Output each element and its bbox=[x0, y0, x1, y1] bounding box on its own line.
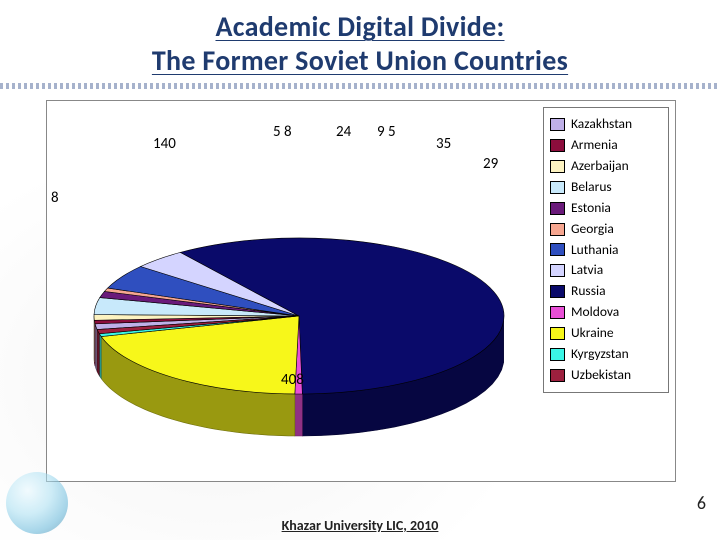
legend-label: Armenia bbox=[571, 135, 618, 156]
page-title: Academic Digital Divide: The Former Sovi… bbox=[0, 0, 720, 77]
value-label: 5 8 bbox=[273, 123, 292, 141]
value-label: 9 5 bbox=[377, 123, 396, 141]
legend-swatch bbox=[550, 369, 565, 382]
title-line-1: Academic Digital Divide: bbox=[215, 9, 504, 44]
legend-swatch bbox=[550, 306, 565, 319]
legend-swatch bbox=[550, 327, 565, 340]
legend-swatch bbox=[550, 181, 565, 194]
legend-label: Latvia bbox=[571, 260, 603, 281]
legend-item: Ukraine bbox=[550, 323, 662, 344]
value-label: 140 bbox=[153, 135, 176, 153]
legend-label: Georgia bbox=[571, 219, 614, 240]
page-number: 6 bbox=[697, 492, 706, 514]
legend-swatch bbox=[550, 348, 565, 361]
chart-container: KazakhstanArmeniaAzerbaijanBelarusEstoni… bbox=[46, 100, 676, 482]
value-label: 29 bbox=[483, 155, 498, 173]
pie-side bbox=[97, 330, 99, 376]
legend-label: Estonia bbox=[571, 198, 611, 219]
legend-swatch bbox=[550, 118, 565, 131]
divider-rule bbox=[0, 83, 720, 89]
legend-swatch bbox=[550, 264, 565, 277]
legend-item: Uzbekistan bbox=[550, 365, 662, 386]
slide: { "title_line1": "Academic Digital Divid… bbox=[0, 0, 720, 540]
legend-label: Azerbaijan bbox=[571, 156, 629, 177]
legend-item: Kyrgyzstan bbox=[550, 344, 662, 365]
value-label: 24 bbox=[336, 123, 351, 141]
value-label: 35 bbox=[436, 135, 451, 153]
legend-item: Armenia bbox=[550, 135, 662, 156]
legend-item: Azerbaijan bbox=[550, 156, 662, 177]
legend-item: Luthania bbox=[550, 240, 662, 261]
legend-item: Estonia bbox=[550, 198, 662, 219]
legend-label: Luthania bbox=[571, 240, 619, 261]
pie-chart bbox=[47, 101, 532, 479]
legend-item: Belarus bbox=[550, 177, 662, 198]
legend-swatch bbox=[550, 202, 565, 215]
legend-label: Russia bbox=[571, 281, 606, 302]
legend-label: Kazakhstan bbox=[571, 114, 632, 135]
legend-swatch bbox=[550, 160, 565, 173]
pie-side bbox=[95, 324, 97, 372]
legend-label: Moldova bbox=[571, 302, 619, 323]
legend-item: Georgia bbox=[550, 219, 662, 240]
legend-swatch bbox=[550, 285, 565, 298]
value-label: 8 bbox=[51, 189, 59, 207]
legend-label: Belarus bbox=[571, 177, 612, 198]
legend-item: Russia bbox=[550, 281, 662, 302]
legend-label: Uzbekistan bbox=[571, 365, 631, 386]
chart-legend: KazakhstanArmeniaAzerbaijanBelarusEstoni… bbox=[543, 107, 669, 393]
legend-swatch bbox=[550, 243, 565, 256]
legend-item: Moldova bbox=[550, 302, 662, 323]
footer-citation: Khazar University LIC, 2010 bbox=[0, 517, 720, 534]
legend-item: Latvia bbox=[550, 260, 662, 281]
legend-swatch bbox=[550, 139, 565, 152]
legend-swatch bbox=[550, 223, 565, 236]
pie-side bbox=[295, 394, 303, 436]
value-label: 408 bbox=[281, 371, 304, 389]
legend-item: Kazakhstan bbox=[550, 114, 662, 135]
legend-label: Ukraine bbox=[571, 323, 614, 344]
title-line-2: The Former Soviet Union Countries bbox=[152, 43, 568, 78]
legend-label: Kyrgyzstan bbox=[571, 344, 629, 365]
